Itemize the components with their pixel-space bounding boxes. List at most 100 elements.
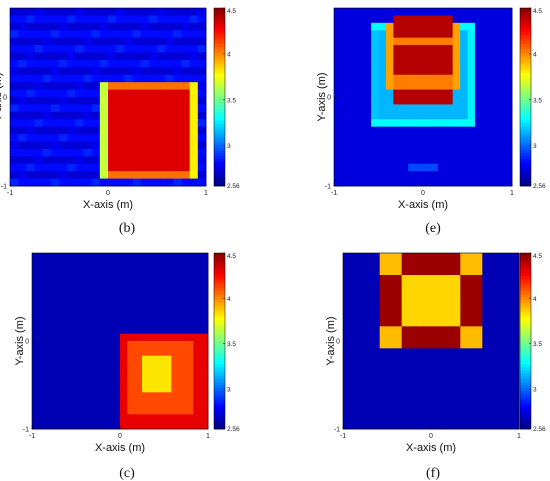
colorbar-segment [520,34,531,39]
heatmap-cell [438,275,447,283]
colorbar-segment [214,349,225,354]
heatmap-cell [124,119,133,128]
heatmap-cell [445,370,454,379]
heatmap-cell [171,385,180,393]
heatmap-cell [164,370,172,379]
colorbar-segment [520,177,531,181]
heatmap-cell [148,134,158,142]
heatmap-cell [10,74,19,83]
heatmap-cell [26,67,35,76]
heatmap-cell [68,253,77,261]
heatmap-cell [504,171,513,179]
heatmap-cell [75,134,84,142]
heatmap-cell [83,319,92,327]
heatmap-cell [83,289,92,298]
heatmap-cell [34,134,44,142]
heatmap-cell [504,119,513,128]
heatmap-cell [430,30,439,39]
heatmap-cell [116,15,125,24]
heatmap-cell [124,89,133,98]
heatmap-cell [416,348,425,357]
heatmap-cell [173,82,182,90]
heatmap-cell [149,355,158,364]
heatmap-cell [482,414,491,423]
heatmap-cell [475,333,483,342]
heatmap-cell [350,348,359,357]
heatmap-cell [452,89,461,98]
heatmap-cell [423,163,431,172]
heatmap-cell [350,399,359,408]
heatmap-cell [54,377,62,386]
heatmap-cell [453,385,461,393]
colorbar-segment [520,420,531,424]
heatmap-cell [334,97,342,105]
heatmap-cell [467,30,476,39]
heatmap-cell [186,275,194,283]
heatmap-cell [108,67,117,76]
heatmap-cell [99,111,109,120]
heatmap-cell [489,377,498,386]
heatmap-cell [173,37,182,46]
heatmap-cell [431,377,439,386]
heatmap-cell [365,253,373,261]
heatmap-cell [372,421,381,430]
heatmap-cell [394,385,403,393]
heatmap-cell [142,385,150,393]
colorbar-segment [214,255,225,260]
heatmap-cell [148,67,158,76]
heatmap-cell [431,385,439,393]
heatmap-cell [467,15,476,24]
heatmap-cell [356,89,365,98]
heatmap-cell [394,260,403,269]
heatmap-cell [475,407,483,415]
heatmap-cell [408,67,416,76]
colorbar-segment [214,402,225,406]
heatmap-cell [67,111,76,120]
heatmap-cell [371,126,379,135]
colorbar-segment [520,297,531,301]
heatmap-cell [489,289,498,298]
heatmap-cell [105,297,114,305]
heatmap-cell [59,30,68,39]
heatmap-cell [372,260,381,269]
heatmap-cell [453,348,461,357]
heatmap-cell [394,421,403,430]
heatmap-cell [408,15,416,24]
heatmap-cell [91,15,101,24]
heatmap-cell [75,148,84,157]
heatmap-cell [10,126,19,135]
heatmap-cell [400,178,409,187]
heatmap-cell [348,156,357,165]
heatmap-cell [497,260,505,269]
heatmap-cell [467,421,476,430]
colorbar-segment [520,64,531,68]
heatmap-cell [350,421,359,430]
colorbar-tick-label: 4 [227,296,231,303]
colorbar-segment [520,402,531,406]
heatmap-cell [343,385,351,393]
heatmap-cell [482,104,491,113]
heatmap-cell [54,289,62,298]
heatmap-cell [140,148,150,157]
heatmap-cell [68,282,77,291]
heatmap-cell [467,45,476,53]
heatmap-cell [68,414,77,423]
heatmap-cell [372,253,381,261]
heatmap-cell [489,163,498,172]
heatmap-cell [173,141,182,150]
colorbar-segment [520,343,531,348]
heatmap-cell [189,37,199,46]
heatmap-cell [171,348,180,357]
heatmap-cell [98,289,106,298]
heatmap-cell [42,97,52,105]
heatmap-cell [489,414,498,423]
heatmap-cell [10,59,19,68]
heatmap-cell [148,148,158,157]
heatmap-cell [186,311,194,320]
heatmap-cell [50,141,60,150]
heatmap-cell [189,59,199,68]
heatmap-cell [76,385,84,393]
heatmap-cell [189,119,199,128]
heatmap-cell [489,253,498,261]
heatmap-cell [474,89,483,98]
